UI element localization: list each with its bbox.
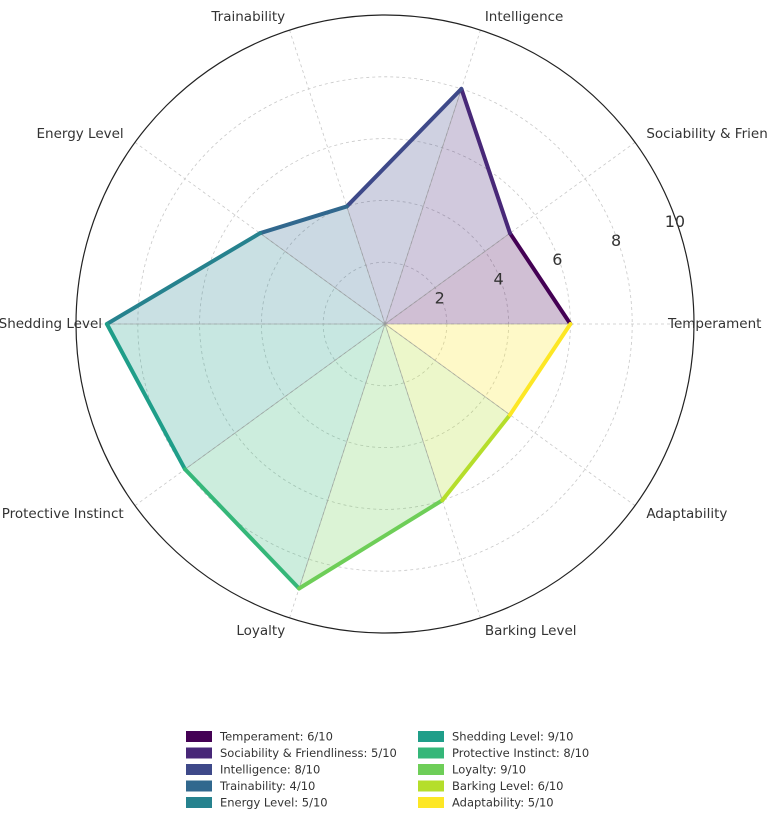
sector-ray: [384, 323, 443, 501]
sector-ray: [346, 206, 386, 325]
sector-ray: [384, 88, 462, 325]
legend-swatch: [418, 764, 444, 775]
radar-sector: [385, 324, 510, 501]
radar-edge: [104, 231, 263, 326]
sector-ray: [298, 323, 386, 589]
legend-label: Intelligence: 8/10: [220, 763, 320, 777]
tick-layer: 2 4 6 8 10: [435, 212, 685, 307]
radar-edge: [507, 231, 573, 326]
radar-edge: [104, 322, 188, 472]
legend-label: Temperament: 6/10: [219, 730, 333, 744]
sector-layer: [106, 88, 571, 589]
legend-label: Loyalty: 9/10: [452, 763, 526, 777]
category-label: Intelligence: [485, 9, 564, 25]
sector-ray: [384, 232, 511, 325]
legend-swatch: [186, 797, 212, 808]
legend-swatch: [186, 731, 212, 742]
legend-swatch: [418, 797, 444, 808]
radar-sector: [346, 88, 462, 324]
legend-label: Energy Level: 5/10: [220, 796, 328, 810]
category-label: Energy Level: [36, 126, 123, 142]
category-label: Loyalty: [236, 623, 285, 639]
radar-edge: [459, 86, 512, 236]
label-layer: Temperament Sociability & Friendliness Int…: [0, 9, 768, 639]
category-label: Barking Level: [485, 623, 577, 639]
radial-tick-label: 2: [435, 288, 445, 307]
radar-edge: [507, 322, 573, 417]
sector-ray: [259, 232, 386, 325]
radar-sector: [106, 324, 386, 470]
radar-edge: [297, 498, 445, 591]
legend: Temperament: 6/10 Sociability & Friendlin…: [186, 730, 589, 810]
radar-edge: [183, 467, 302, 591]
category-label: Shedding Level: [0, 316, 102, 332]
radial-tick-label: 4: [493, 269, 503, 288]
legend-label: Shedding Level: 9/10: [452, 730, 573, 744]
radar-sector: [260, 206, 385, 324]
legend-label: Barking Level: 6/10: [452, 779, 563, 793]
radar-sector: [185, 324, 385, 589]
radar-sector: [106, 233, 386, 324]
legend-label: Trainability: 4/10: [219, 779, 315, 793]
category-label: Trainability: [210, 9, 285, 25]
legend-label: Adaptability: 5/10: [452, 796, 554, 810]
legend-swatch: [186, 764, 212, 775]
legend-swatch: [186, 780, 212, 792]
category-label: Sociability & Friendliness: [646, 126, 768, 142]
radial-tick-label: 10: [665, 212, 685, 231]
category-label: Temperament: [667, 316, 761, 332]
legend-swatch: [186, 747, 212, 759]
category-label: Adaptability: [646, 506, 727, 522]
radial-tick-label: 8: [611, 231, 621, 250]
legend-label: Sociability & Friendliness: 5/10: [220, 746, 397, 760]
category-label: Protective Instinct: [2, 506, 124, 522]
sector-ray: [384, 323, 511, 416]
radar-edge: [440, 412, 512, 503]
radial-tick-label: 6: [552, 250, 562, 269]
legend-swatch: [418, 747, 444, 759]
legend-swatch: [418, 780, 444, 792]
legend-swatch: [418, 731, 444, 742]
outer-circle: [75, 14, 695, 634]
radar-sector: [299, 324, 443, 589]
sector-ray: [184, 323, 386, 470]
radar-edge: [344, 86, 464, 209]
radar-sector: [385, 88, 510, 324]
edge-layer: [104, 86, 573, 591]
radar-edge: [258, 204, 349, 236]
legend-label: Protective Instinct: 8/10: [452, 746, 589, 760]
